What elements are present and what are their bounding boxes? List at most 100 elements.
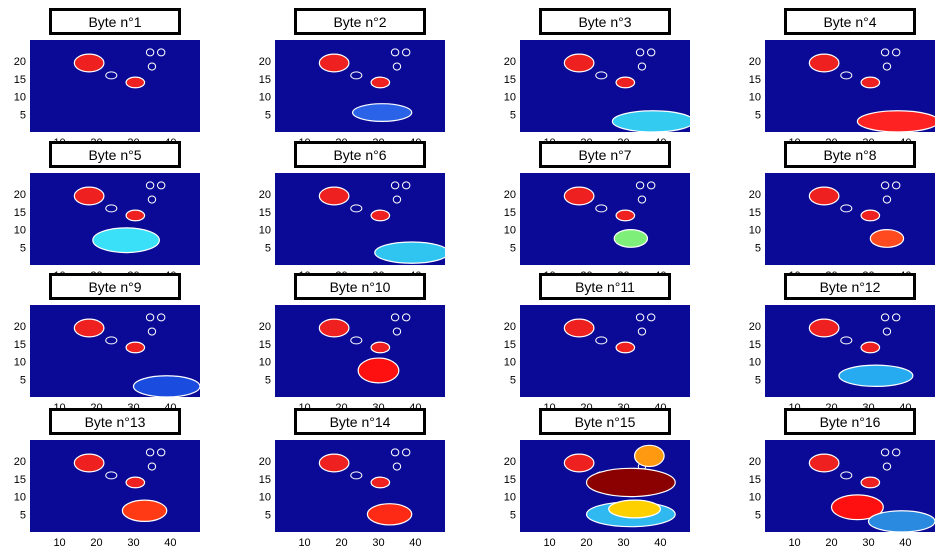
y-tick-label: 5 xyxy=(265,509,271,521)
y-tick-label: 15 xyxy=(504,339,516,351)
y-tick-label: 10 xyxy=(14,492,26,504)
contour-outline xyxy=(892,48,901,57)
contour-outline xyxy=(157,181,166,190)
y-tick-label: 20 xyxy=(14,189,26,201)
leakage-blob xyxy=(352,103,413,122)
subplot-title: Byte n°16 xyxy=(784,408,916,435)
subplot-title: Byte n°4 xyxy=(784,8,916,35)
leakage-blob xyxy=(613,229,649,248)
subplot-title: Byte n°13 xyxy=(49,408,181,435)
y-tick-label: 20 xyxy=(259,189,271,201)
y-tick-label: 20 xyxy=(749,321,761,333)
contour-outline xyxy=(145,313,155,322)
subplot-title: Byte n°14 xyxy=(294,408,426,435)
leakage-blob xyxy=(856,110,935,132)
contour-outline xyxy=(145,448,155,457)
leakage-blob xyxy=(92,227,160,254)
subplot-14: 5 10 15 20 10 20 30 40 xyxy=(259,440,445,549)
contour-outline xyxy=(635,313,645,322)
plot-background xyxy=(765,173,935,265)
hotspot-blob xyxy=(370,341,391,354)
x-tick-label: 10 xyxy=(53,537,65,549)
x-tick-label: 20 xyxy=(825,537,837,549)
leakage-blob xyxy=(830,494,884,521)
contour-outline xyxy=(147,327,157,336)
plot-background xyxy=(275,440,445,532)
y-tick-label: 5 xyxy=(265,109,271,121)
contour-outline xyxy=(145,48,155,57)
x-tick-label: 10 xyxy=(543,537,555,549)
contour-outline xyxy=(147,62,157,71)
y-tick-label: 10 xyxy=(259,92,271,104)
y-tick-label: 20 xyxy=(504,456,516,468)
subplot-title: Byte n°11 xyxy=(539,273,671,300)
contour-outline xyxy=(892,313,901,322)
hotspot-blob xyxy=(73,53,105,73)
x-tick-label: 10 xyxy=(298,537,310,549)
hotspot-blob xyxy=(563,453,595,473)
contour-outline xyxy=(635,48,645,57)
hotspot-blob xyxy=(860,76,881,89)
hotspot-blob xyxy=(125,476,146,489)
hotspot-blob xyxy=(125,76,146,89)
contour-outline xyxy=(105,204,118,213)
contour-outline xyxy=(840,71,853,80)
y-tick-label: 5 xyxy=(755,509,761,521)
contour-outline xyxy=(157,313,166,322)
contour-outline xyxy=(595,71,608,80)
contour-outline xyxy=(880,181,890,190)
x-tick-label: 30 xyxy=(617,537,629,549)
y-tick-label: 10 xyxy=(504,492,516,504)
hotspot-blob xyxy=(125,341,146,354)
subplot-13: 5 10 15 20 10 20 30 40 xyxy=(14,440,200,549)
leakage-blob xyxy=(633,444,665,468)
contour-outline xyxy=(637,327,647,336)
y-tick-label: 15 xyxy=(504,74,516,86)
plot-background xyxy=(520,305,690,397)
hotspot-blob xyxy=(318,53,350,73)
y-tick-label: 10 xyxy=(504,225,516,237)
subplot-title: Byte n°2 xyxy=(294,8,426,35)
y-tick-label: 10 xyxy=(259,492,271,504)
contour-outline xyxy=(647,48,656,57)
x-tick-label: 40 xyxy=(654,537,666,549)
hotspot-blob xyxy=(808,453,840,473)
contour-outline xyxy=(595,204,608,213)
plot-background xyxy=(520,173,690,265)
hotspot-blob xyxy=(73,186,105,206)
leakage-blob xyxy=(366,503,413,526)
leakage-blob xyxy=(611,110,690,132)
contour-outline xyxy=(350,71,363,80)
leakage-blob xyxy=(869,229,905,248)
y-tick-label: 15 xyxy=(504,474,516,486)
y-tick-label: 20 xyxy=(14,456,26,468)
contour-outline xyxy=(892,448,901,457)
y-tick-label: 5 xyxy=(265,242,271,254)
contour-outline xyxy=(840,204,853,213)
contour-outline xyxy=(392,62,402,71)
x-tick-label: 40 xyxy=(164,537,176,549)
contour-outline xyxy=(882,62,892,71)
hotspot-blob xyxy=(808,318,840,338)
y-tick-label: 20 xyxy=(749,456,761,468)
contour-outline xyxy=(392,327,402,336)
contour-outline xyxy=(402,313,411,322)
y-tick-label: 10 xyxy=(749,357,761,369)
y-tick-label: 10 xyxy=(259,225,271,237)
contour-outline xyxy=(105,336,118,345)
contour-outline xyxy=(882,195,892,204)
y-tick-label: 15 xyxy=(259,207,271,219)
hotspot-blob xyxy=(73,318,105,338)
y-tick-label: 5 xyxy=(265,374,271,386)
subplot-title: Byte n°12 xyxy=(784,273,916,300)
leakage-blob xyxy=(132,375,200,397)
